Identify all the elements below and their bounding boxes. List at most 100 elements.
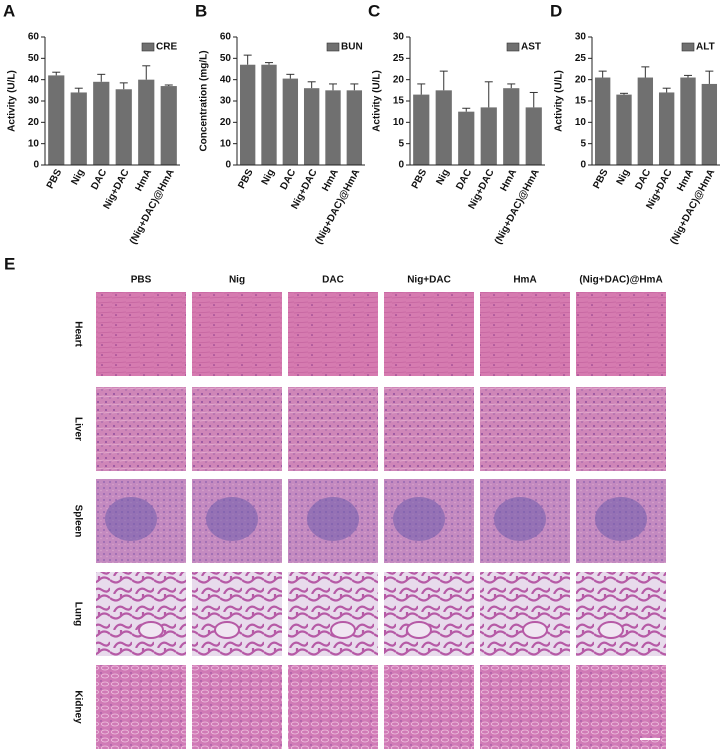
x-tick-label: DAC <box>278 167 298 191</box>
bar <box>138 79 155 165</box>
histology-image <box>96 572 186 656</box>
y-tick-label: 15 <box>393 96 405 107</box>
y-tick-label: 20 <box>28 117 40 128</box>
bar <box>303 88 320 165</box>
histology-image <box>384 572 474 656</box>
y-tick-label: 30 <box>575 32 587 43</box>
y-axis-label: Activity (U/L) <box>372 70 383 132</box>
airway <box>330 621 356 639</box>
column-header: (Nig+DAC)@HmA <box>579 275 662 286</box>
bar <box>594 77 611 165</box>
y-tick-label: 20 <box>220 117 232 128</box>
airway <box>522 621 548 639</box>
bar <box>637 77 654 165</box>
y-tick-label: 5 <box>580 138 586 149</box>
bar <box>239 64 256 165</box>
bar <box>70 92 87 165</box>
histology-image <box>96 292 186 376</box>
y-axis-label: Activity (U/L) <box>7 70 18 132</box>
column-header: DAC <box>322 275 344 286</box>
x-tick-label: DAC <box>633 167 653 191</box>
x-tick-label: DAC <box>89 167 109 191</box>
follicle <box>105 497 157 541</box>
y-tick-label: 25 <box>575 53 587 64</box>
histology-image <box>288 292 378 376</box>
row-label: Spleen <box>72 505 83 538</box>
legend-swatch <box>141 42 155 52</box>
row-label: Lung <box>72 602 83 626</box>
legend-swatch <box>506 42 520 52</box>
y-tick-label: 60 <box>28 32 40 43</box>
follicle <box>494 497 546 541</box>
panel-label: A <box>3 1 15 20</box>
histology-image <box>576 292 666 376</box>
histology-image <box>288 665 378 749</box>
histology-image <box>480 292 570 376</box>
bar <box>48 75 65 165</box>
x-tick-label: Nig <box>69 167 86 186</box>
bar <box>658 92 675 165</box>
bar <box>160 86 177 165</box>
y-tick-label: 30 <box>220 96 232 107</box>
bar <box>325 90 341 165</box>
bar <box>346 90 363 165</box>
y-tick-label: 10 <box>575 117 587 128</box>
panel-label: D <box>550 1 562 20</box>
airway <box>406 621 432 639</box>
legend-label: ALT <box>696 42 715 53</box>
bar <box>525 107 542 165</box>
panel-label: E <box>4 254 15 273</box>
histology-image <box>96 665 186 749</box>
airway <box>598 621 624 639</box>
y-tick-label: 30 <box>28 96 40 107</box>
follicle <box>206 497 258 541</box>
legend-label: BUN <box>341 42 363 53</box>
x-tick-label: PBS <box>410 167 430 191</box>
y-tick-label: 20 <box>393 74 405 85</box>
y-tick-label: 40 <box>220 74 232 85</box>
x-tick-label: Nig <box>260 167 277 186</box>
bar <box>115 89 132 165</box>
bar <box>701 83 718 165</box>
histology-image <box>192 572 282 656</box>
histology-image <box>384 665 474 749</box>
bar <box>480 107 497 165</box>
y-tick-label: 10 <box>393 117 405 128</box>
panel-label: C <box>368 1 380 20</box>
y-tick-label: 40 <box>28 74 40 85</box>
histology-image <box>192 387 282 471</box>
x-tick-label: (Nig+DAC)@HmA <box>493 167 542 246</box>
histology-image <box>192 292 282 376</box>
histology-image <box>96 387 186 471</box>
column-header: Nig+DAC <box>407 275 451 286</box>
x-tick-label: DAC <box>454 167 474 191</box>
legend-swatch <box>681 42 695 52</box>
follicle <box>307 497 359 541</box>
histology-image <box>384 292 474 376</box>
x-tick-label: HmA <box>675 167 696 193</box>
y-tick-label: 60 <box>220 32 232 43</box>
bar <box>93 81 110 165</box>
y-tick-label: 50 <box>28 53 40 64</box>
x-tick-label: Nig <box>615 167 632 186</box>
legend-label: CRE <box>156 42 177 53</box>
x-tick-label: HmA <box>320 167 341 193</box>
histology-image <box>576 387 666 471</box>
bar <box>435 90 452 165</box>
legend-label: AST <box>521 42 541 53</box>
bar <box>503 88 520 165</box>
follicle <box>595 497 647 541</box>
airway <box>138 621 164 639</box>
x-tick-label: (Nig+DAC)@HmA <box>668 167 717 246</box>
y-tick-label: 50 <box>220 53 232 64</box>
y-axis-label: Activity (U/L) <box>554 70 565 132</box>
x-tick-label: (Nig+DAC)@HmA <box>313 167 362 246</box>
histology-image <box>480 387 570 471</box>
panel-label: B <box>195 1 207 20</box>
x-tick-label: PBS <box>591 167 611 191</box>
x-tick-label: (Nig+DAC)@HmA <box>128 167 177 246</box>
follicle <box>393 497 445 541</box>
y-tick-label: 10 <box>28 138 40 149</box>
histology-image <box>576 572 666 656</box>
bar <box>261 64 277 165</box>
